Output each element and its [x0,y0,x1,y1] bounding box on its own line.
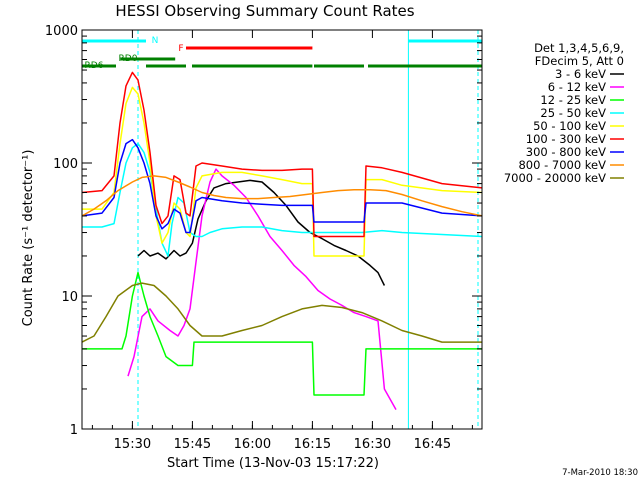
legend-label-2: 12 - 25 keV [540,93,606,107]
legend-label-4: 50 - 100 keV [533,119,606,133]
chart-title: HESSI Observing Summary Count Rates [115,2,414,20]
x-tick-label-2: 16:00 [234,437,271,452]
x-axis-label: Start Time (13-Nov-03 15:17:22) [167,456,379,471]
series-line-8 [81,282,482,343]
series-line-5 [81,71,483,238]
y-tick-label-2: 100 [53,157,78,172]
legend-header-0: Det 1,3,4,5,6,9, [534,41,624,55]
x-tick-label-4: 16:30 [354,437,391,452]
state-label-rd0: RD0 [119,54,138,64]
x-tick-label-0: 15:30 [114,437,151,452]
series-line-1 [127,168,397,410]
legend-label-3: 25 - 50 keV [540,106,606,120]
state-label-rd6: RD6 [85,61,104,71]
series-line-2 [82,271,482,396]
x-tick-label-3: 16:15 [294,437,331,452]
y-tick-label-0: 1 [70,423,78,438]
x-tick-label-1: 15:45 [174,437,211,452]
series-line-6 [81,138,483,234]
legend-label-0: 3 - 6 keV [555,67,606,81]
y-axis-label: Count Rate (s⁻¹ detector⁻¹) [21,150,36,327]
series-line-3 [82,142,483,257]
y-tick-label-1: 10 [61,290,78,305]
legend-label-1: 6 - 12 keV [548,80,606,94]
legend-label-5: 100 - 300 keV [526,132,606,146]
state-label-f: F [178,44,183,54]
legend-label-8: 7000 - 20000 keV [504,171,606,185]
plot-frame [81,29,483,430]
series-line-4 [82,86,483,257]
legend-label-6: 300 - 800 keV [526,145,606,159]
state-label-n: N [152,36,159,46]
legend-header-1: FDecim 5, Att 0 [535,54,624,68]
legend-label-7: 800 - 7000 keV [518,158,606,172]
x-tick-label-5: 16:45 [414,437,451,452]
y-tick-label-3: 1000 [45,24,78,39]
series-line-7 [81,175,483,217]
timestamp-label: 7-Mar-2010 18:30 [562,468,638,478]
